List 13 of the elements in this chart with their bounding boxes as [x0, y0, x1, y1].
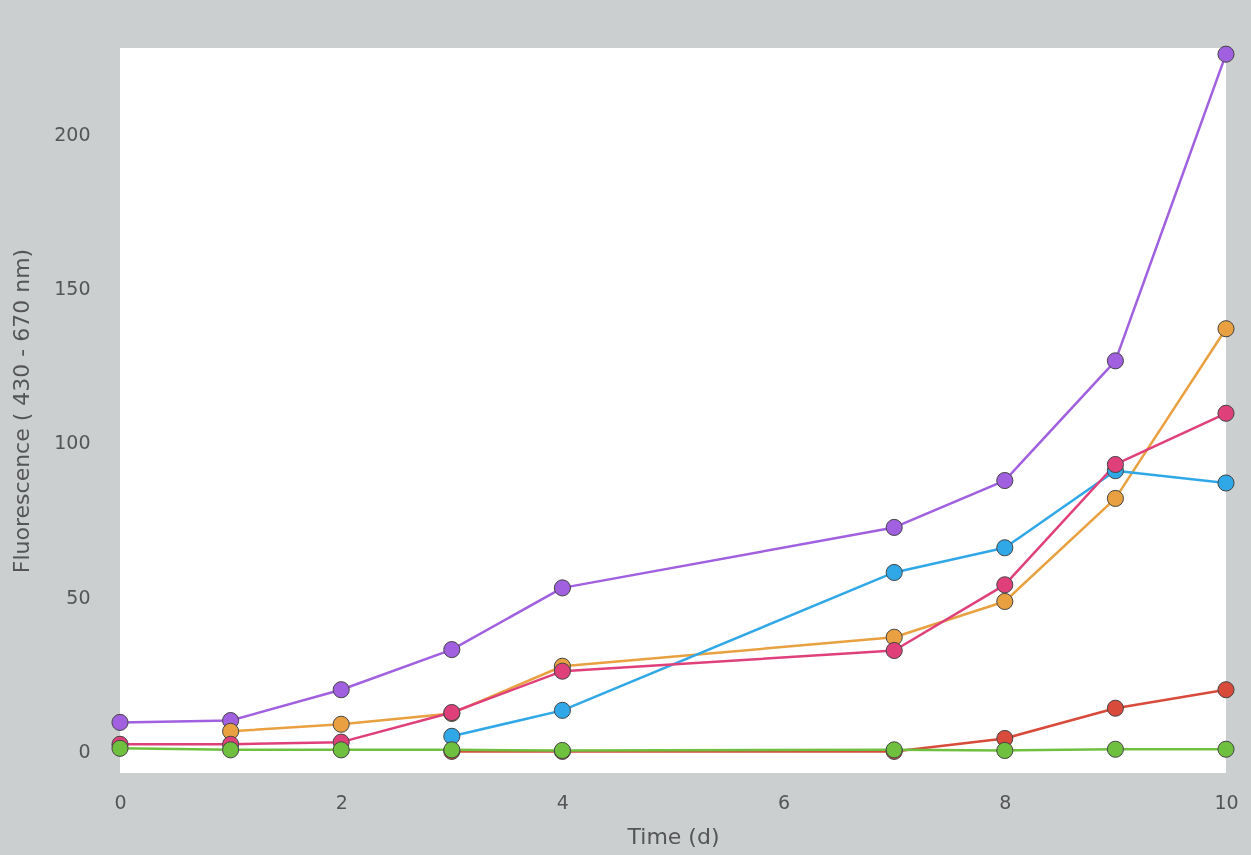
x-tick-label: 8	[999, 790, 1012, 813]
y-tick-label: 150	[54, 277, 91, 300]
y-tick-label: 100	[54, 431, 91, 454]
x-tick-label: 6	[778, 790, 791, 813]
y-tick-label: 200	[54, 122, 91, 145]
x-axis-title: Time (d)	[626, 823, 720, 849]
y-tick-label: 0	[78, 739, 91, 762]
x-tick-label: 0	[114, 790, 127, 813]
x-tick-label: 2	[335, 790, 348, 813]
y-axis-title: Fluorescence ( 430 - 670 nm)	[9, 248, 35, 574]
y-tick-label: 50	[66, 585, 91, 608]
x-tick-label: 10	[1214, 790, 1239, 813]
x-tick-label: 4	[556, 790, 569, 813]
